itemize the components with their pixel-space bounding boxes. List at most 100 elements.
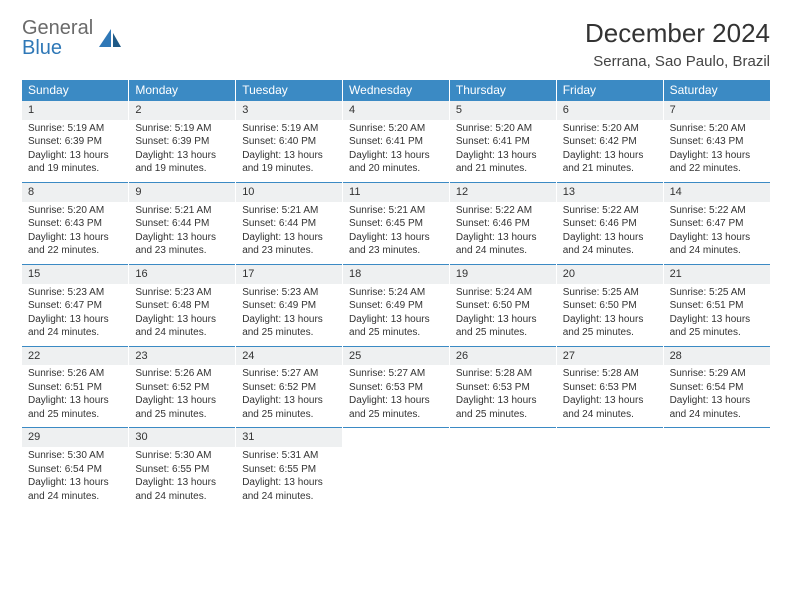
sunset-line: Sunset: 6:52 PM <box>135 381 229 395</box>
daylight-line: Daylight: 13 hours and 24 minutes. <box>242 476 336 503</box>
location: Serrana, Sao Paulo, Brazil <box>585 53 770 70</box>
day-number-cell <box>556 428 663 447</box>
daylight-line: Daylight: 13 hours and 19 minutes. <box>28 149 122 176</box>
day-number-cell: 24 <box>236 346 343 365</box>
sunrise-line: Sunrise: 5:30 AM <box>135 449 229 463</box>
weekday-header: Friday <box>556 80 663 101</box>
day-number-cell: 30 <box>129 428 236 447</box>
logo-sail-icon <box>97 27 123 49</box>
day-content-cell: Sunrise: 5:26 AMSunset: 6:52 PMDaylight:… <box>129 365 236 428</box>
sunset-line: Sunset: 6:52 PM <box>242 381 336 395</box>
sunrise-line: Sunrise: 5:30 AM <box>28 449 122 463</box>
day-number-cell: 26 <box>449 346 556 365</box>
day-number-cell: 9 <box>129 182 236 201</box>
weekday-header: Monday <box>129 80 236 101</box>
day-content-cell: Sunrise: 5:21 AMSunset: 6:44 PMDaylight:… <box>129 202 236 265</box>
day-number-row: 1234567 <box>22 101 770 120</box>
day-content-cell: Sunrise: 5:21 AMSunset: 6:44 PMDaylight:… <box>236 202 343 265</box>
sunset-line: Sunset: 6:49 PM <box>349 299 443 313</box>
sunrise-line: Sunrise: 5:21 AM <box>135 204 229 218</box>
daylight-line: Daylight: 13 hours and 24 minutes. <box>135 313 229 340</box>
day-content-row: Sunrise: 5:30 AMSunset: 6:54 PMDaylight:… <box>22 447 770 509</box>
day-number-cell: 29 <box>22 428 129 447</box>
sunrise-line: Sunrise: 5:20 AM <box>349 122 443 136</box>
day-content-cell: Sunrise: 5:22 AMSunset: 6:47 PMDaylight:… <box>663 202 770 265</box>
day-content-cell <box>343 447 450 509</box>
sunset-line: Sunset: 6:50 PM <box>456 299 550 313</box>
daylight-line: Daylight: 13 hours and 24 minutes. <box>28 476 122 503</box>
daylight-line: Daylight: 13 hours and 25 minutes. <box>563 313 657 340</box>
sunrise-line: Sunrise: 5:23 AM <box>28 286 122 300</box>
day-number-cell: 19 <box>449 264 556 283</box>
day-content-cell: Sunrise: 5:29 AMSunset: 6:54 PMDaylight:… <box>663 365 770 428</box>
sunset-line: Sunset: 6:42 PM <box>563 135 657 149</box>
daylight-line: Daylight: 13 hours and 22 minutes. <box>28 231 122 258</box>
calendar-table: SundayMondayTuesdayWednesdayThursdayFrid… <box>22 80 770 509</box>
day-content-cell: Sunrise: 5:24 AMSunset: 6:49 PMDaylight:… <box>343 284 450 347</box>
day-content-cell: Sunrise: 5:24 AMSunset: 6:50 PMDaylight:… <box>449 284 556 347</box>
day-number-cell: 1 <box>22 101 129 120</box>
sunrise-line: Sunrise: 5:23 AM <box>242 286 336 300</box>
daylight-line: Daylight: 13 hours and 23 minutes. <box>242 231 336 258</box>
sunset-line: Sunset: 6:44 PM <box>242 217 336 231</box>
weekday-header: Thursday <box>449 80 556 101</box>
day-number-cell: 16 <box>129 264 236 283</box>
day-number-cell: 5 <box>449 101 556 120</box>
sunset-line: Sunset: 6:44 PM <box>135 217 229 231</box>
sunrise-line: Sunrise: 5:25 AM <box>670 286 764 300</box>
daylight-line: Daylight: 13 hours and 20 minutes. <box>349 149 443 176</box>
day-number-cell: 4 <box>343 101 450 120</box>
daylight-line: Daylight: 13 hours and 25 minutes. <box>456 394 550 421</box>
daylight-line: Daylight: 13 hours and 25 minutes. <box>349 394 443 421</box>
day-number-cell: 2 <box>129 101 236 120</box>
daylight-line: Daylight: 13 hours and 24 minutes. <box>563 231 657 258</box>
day-number-cell: 20 <box>556 264 663 283</box>
daylight-line: Daylight: 13 hours and 22 minutes. <box>670 149 764 176</box>
day-number-row: 293031 <box>22 428 770 447</box>
daylight-line: Daylight: 13 hours and 24 minutes. <box>670 231 764 258</box>
daylight-line: Daylight: 13 hours and 24 minutes. <box>670 394 764 421</box>
daylight-line: Daylight: 13 hours and 25 minutes. <box>670 313 764 340</box>
day-number-cell: 21 <box>663 264 770 283</box>
sunset-line: Sunset: 6:46 PM <box>456 217 550 231</box>
day-number-cell: 22 <box>22 346 129 365</box>
daylight-line: Daylight: 13 hours and 19 minutes. <box>135 149 229 176</box>
sunrise-line: Sunrise: 5:28 AM <box>456 367 550 381</box>
day-content-cell: Sunrise: 5:20 AMSunset: 6:42 PMDaylight:… <box>556 120 663 183</box>
sunrise-line: Sunrise: 5:19 AM <box>135 122 229 136</box>
sunrise-line: Sunrise: 5:20 AM <box>28 204 122 218</box>
title-block: December 2024 Serrana, Sao Paulo, Brazil <box>585 18 770 70</box>
day-content-row: Sunrise: 5:26 AMSunset: 6:51 PMDaylight:… <box>22 365 770 428</box>
day-number-cell: 17 <box>236 264 343 283</box>
sunset-line: Sunset: 6:48 PM <box>135 299 229 313</box>
sunrise-line: Sunrise: 5:20 AM <box>670 122 764 136</box>
sunrise-line: Sunrise: 5:29 AM <box>670 367 764 381</box>
day-number-cell: 25 <box>343 346 450 365</box>
sunrise-line: Sunrise: 5:22 AM <box>563 204 657 218</box>
sunrise-line: Sunrise: 5:28 AM <box>563 367 657 381</box>
day-content-row: Sunrise: 5:23 AMSunset: 6:47 PMDaylight:… <box>22 284 770 347</box>
daylight-line: Daylight: 13 hours and 19 minutes. <box>242 149 336 176</box>
day-content-cell: Sunrise: 5:31 AMSunset: 6:55 PMDaylight:… <box>236 447 343 509</box>
day-content-cell: Sunrise: 5:23 AMSunset: 6:48 PMDaylight:… <box>129 284 236 347</box>
daylight-line: Daylight: 13 hours and 25 minutes. <box>456 313 550 340</box>
sunset-line: Sunset: 6:47 PM <box>28 299 122 313</box>
sunset-line: Sunset: 6:43 PM <box>670 135 764 149</box>
day-content-cell: Sunrise: 5:27 AMSunset: 6:53 PMDaylight:… <box>343 365 450 428</box>
day-number-cell: 3 <box>236 101 343 120</box>
daylight-line: Daylight: 13 hours and 25 minutes. <box>28 394 122 421</box>
daylight-line: Daylight: 13 hours and 23 minutes. <box>349 231 443 258</box>
sunset-line: Sunset: 6:39 PM <box>135 135 229 149</box>
day-content-cell: Sunrise: 5:23 AMSunset: 6:47 PMDaylight:… <box>22 284 129 347</box>
day-content-cell: Sunrise: 5:28 AMSunset: 6:53 PMDaylight:… <box>556 365 663 428</box>
day-content-cell: Sunrise: 5:19 AMSunset: 6:39 PMDaylight:… <box>22 120 129 183</box>
sunrise-line: Sunrise: 5:23 AM <box>135 286 229 300</box>
sunset-line: Sunset: 6:54 PM <box>670 381 764 395</box>
day-content-cell: Sunrise: 5:25 AMSunset: 6:50 PMDaylight:… <box>556 284 663 347</box>
day-number-cell <box>449 428 556 447</box>
sunset-line: Sunset: 6:45 PM <box>349 217 443 231</box>
day-number-cell <box>343 428 450 447</box>
day-content-row: Sunrise: 5:20 AMSunset: 6:43 PMDaylight:… <box>22 202 770 265</box>
sunrise-line: Sunrise: 5:25 AM <box>563 286 657 300</box>
sunset-line: Sunset: 6:53 PM <box>349 381 443 395</box>
